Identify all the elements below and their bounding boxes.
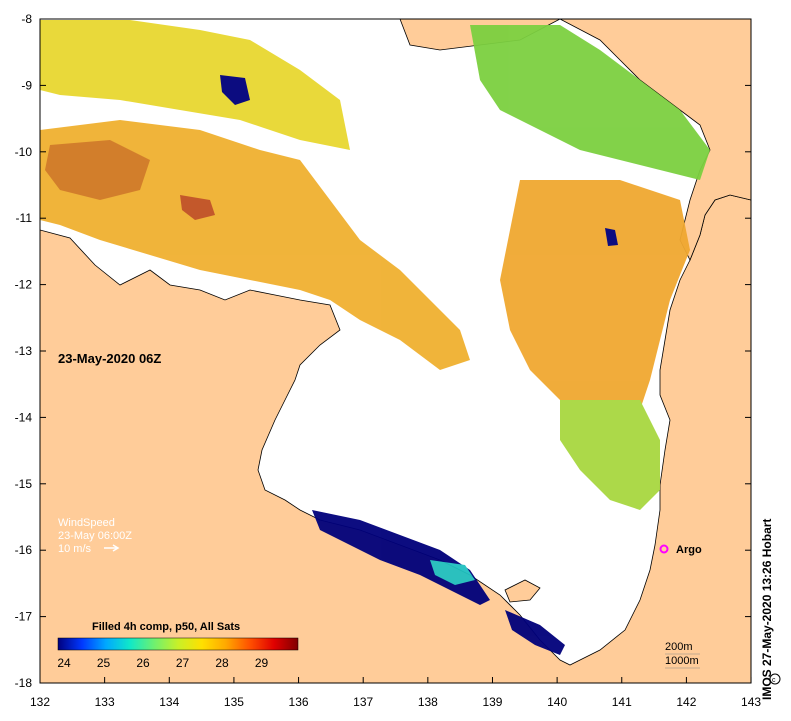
colorbar-tick-label: 27: [176, 656, 190, 670]
x-tick-label: 137: [353, 695, 373, 709]
y-tick-label: -11: [16, 211, 33, 225]
contour-1000m-label: 1000m: [665, 655, 699, 667]
contour-200m-label: 200m: [665, 641, 693, 653]
colorbar-gradient: [57, 637, 299, 651]
x-tick-label: 135: [224, 695, 244, 709]
x-tick-label: 138: [418, 695, 438, 709]
y-tick-label: -12: [15, 278, 33, 292]
argo-marker: Argo: [659, 544, 702, 556]
wind-legend-time: 23-May 06:00Z: [58, 530, 132, 542]
x-tick-label: 133: [95, 695, 115, 709]
y-tick-label: -16: [15, 543, 33, 557]
x-tick-label: 140: [547, 695, 567, 709]
y-tick-label: -8: [21, 12, 32, 26]
x-tick-label: 136: [289, 695, 309, 709]
sst-patch-east-green: [470, 25, 710, 180]
sst-patch-red: [180, 195, 215, 220]
y-tick-label: -9: [21, 78, 32, 92]
sst-patch-east-orange: [500, 180, 690, 420]
sst-patch-north-warm: [40, 120, 470, 370]
credit-label: IMOS 27-May-2020 13:26 Hobart: [760, 518, 774, 700]
sst-patch-cyan-south: [430, 560, 475, 585]
wind-legend: WindSpeed 23-May 06:00Z 10 m/s: [58, 517, 132, 555]
x-tick-label: 141: [612, 695, 632, 709]
y-tick-label: -15: [15, 477, 33, 491]
land-northern-territory: [40, 194, 751, 683]
y-tick-label: -13: [15, 344, 33, 358]
y-tick-label: -10: [15, 145, 33, 159]
wind-arrow-icon: [104, 544, 120, 552]
copyright-icon: c: [769, 673, 781, 685]
wind-legend-scale: 10 m/s: [58, 543, 92, 555]
x-tick-label: 143: [741, 695, 761, 709]
y-tick-label: -14: [15, 410, 33, 424]
sst-patch-cold-south: [312, 510, 490, 605]
x-tick-label: 142: [676, 695, 696, 709]
colorbar-title: Filled 4h comp, p50, All Sats: [92, 621, 240, 633]
colorbar-tick-label: 28: [215, 656, 229, 670]
wind-legend-title: WindSpeed: [58, 517, 115, 529]
colorbar-tick-label: 26: [136, 656, 150, 670]
sst-patch-cold-karumba: [505, 610, 565, 655]
y-tick-label: -17: [15, 610, 33, 624]
x-tick-label: 134: [159, 695, 179, 709]
argo-float-icon: [659, 544, 669, 554]
colorbar: Filled 4h comp, p50, All Sats 24 25 26 27 28…: [57, 621, 299, 670]
x-tick-label: 132: [30, 695, 50, 709]
sst-field: [40, 20, 710, 655]
sst-patch-cold-east: [605, 228, 618, 246]
sst-patch-north-yellow: [40, 20, 350, 150]
colorbar-tick-label: 24: [57, 656, 71, 670]
argo-label: Argo: [676, 544, 702, 556]
svg-text:c: c: [772, 677, 776, 684]
y-tick-label: -18: [15, 676, 33, 690]
colorbar-tick-label: 29: [255, 656, 269, 670]
x-axis: 132 133 134 135 136 137 138 139 140 141 142 143: [30, 677, 761, 709]
y-axis: -8 -9 -10 -11 -12 -13 -14 -15 -16 -17 -18: [15, 12, 751, 690]
timestamp-label: 23-May-2020 06Z: [58, 351, 161, 366]
sst-patch-darkorange: [45, 140, 150, 200]
x-tick-label: 139: [482, 695, 502, 709]
contour-legend: 200m 1000m: [665, 641, 700, 669]
colorbar-labels: 24 25 26 27 28 29: [57, 656, 268, 670]
colorbar-tick-label: 25: [97, 656, 111, 670]
sst-patch-southeast-green: [560, 400, 660, 510]
sst-patch-cold-north: [220, 75, 250, 105]
land-wellesley-islands: [504, 579, 541, 603]
